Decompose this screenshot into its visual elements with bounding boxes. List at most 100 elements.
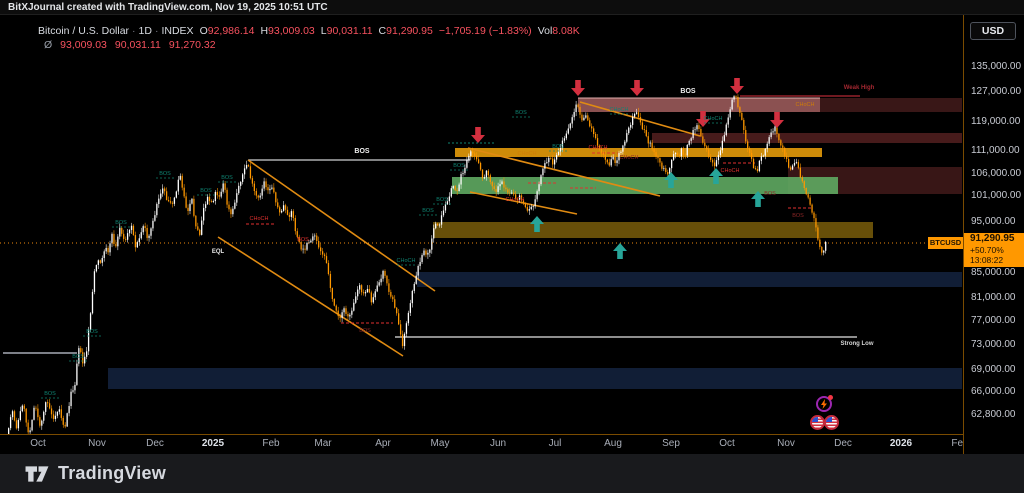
price-tick-label: 106,000.00 — [971, 168, 1022, 179]
legend-value: 90,031.11 — [326, 25, 373, 37]
time-tick-label: Jun — [489, 438, 507, 449]
time-tick-label: Apr — [375, 438, 391, 449]
annotation-bos: BOS — [86, 329, 98, 335]
indicator-value: 93,009.03 — [60, 39, 107, 51]
annotation-strong low: Strong Low — [841, 341, 874, 347]
signal-arrows[interactable] — [471, 78, 784, 259]
price-tick-label: 135,000.00 — [971, 61, 1022, 72]
legend-value: −1,705.19 (−1.83%) — [438, 25, 532, 37]
down-arrow[interactable] — [730, 78, 744, 94]
up-arrow[interactable] — [530, 216, 544, 232]
price-tick-label: 66,000.00 — [971, 386, 1016, 397]
annotation-bos: BOS — [515, 110, 527, 116]
current-price-label: 91,290.95 +50.70% 13:08:22 — [964, 233, 1024, 267]
annotation-bos: BOS — [44, 391, 56, 397]
annotation-bos: BOS — [764, 191, 776, 197]
price-tick-label: 77,000.00 — [971, 315, 1016, 326]
time-tick-label: Jul — [548, 438, 562, 449]
lightning-bolt-glyph — [821, 399, 827, 409]
up-arrow[interactable] — [613, 243, 627, 259]
annotation-choch: CHoCH — [796, 102, 815, 108]
mini-channel-upper[interactable] — [467, 147, 661, 197]
time-tick-label: Nov — [777, 438, 795, 449]
time-tick-label: Mar — [314, 438, 332, 449]
supply-zone-top-ext[interactable] — [820, 98, 962, 112]
time-tick-label: Feb — [262, 438, 280, 449]
market-label: INDEX — [161, 25, 194, 37]
drawn-lines[interactable] — [3, 95, 860, 357]
annotation-bos: BOS — [297, 237, 309, 243]
annotation-bos: BOS — [680, 88, 696, 95]
annotation-choch: CHoCH — [610, 107, 629, 113]
us-flag-event-icon[interactable] — [824, 415, 839, 430]
price-tick-label: 85,000.00 — [971, 267, 1016, 278]
legend-key: O — [199, 25, 208, 37]
down-arrow[interactable] — [571, 80, 585, 96]
time-tick-label: Oct — [719, 438, 735, 449]
indicator-value: 90,031.11 — [114, 39, 161, 51]
demand-zone-brown[interactable] — [433, 222, 873, 238]
tradingview-logo-icon[interactable] — [24, 464, 50, 484]
symbol-price-tag: BTCUSD — [928, 237, 963, 249]
supply-zone-mid[interactable] — [652, 133, 962, 143]
indicator-value: 91,270.32 — [168, 39, 216, 51]
annotation-bos: BOS — [221, 175, 233, 181]
annotation-choch: CHoCH — [518, 151, 537, 157]
channel-lower[interactable] — [217, 236, 404, 357]
lightning-event-icon[interactable] — [816, 395, 833, 412]
demand-zone-green[interactable] — [452, 177, 838, 194]
down-arrow[interactable] — [630, 80, 644, 96]
annotation-bos: BOS — [552, 144, 564, 150]
footer-brand-bar: TradingView — [0, 454, 1024, 493]
time-tick-label: 2026 — [889, 438, 913, 449]
time-tick-label: May — [430, 438, 450, 449]
down-arrow[interactable] — [696, 111, 710, 127]
candlesticks[interactable] — [8, 94, 827, 434]
tradingview-brand-text[interactable]: TradingView — [58, 463, 166, 483]
price-axis[interactable]: USD 91,290.95 +50.70% 13:08:22 135,000.0… — [963, 0, 1024, 454]
price-tick-label: 73,000.00 — [971, 339, 1016, 350]
price-tick-label: 127,000.00 — [971, 86, 1022, 97]
annotation-choch: CHoCH — [397, 258, 416, 264]
notification-dot — [828, 395, 833, 400]
demand-zone-navy-2[interactable] — [108, 368, 962, 389]
time-tick-label: Feb — [951, 438, 969, 449]
indicator-values: Ø 93,009.03 90,031.11 91,270.32 — [38, 39, 216, 51]
legend-value: 93,009.03 — [268, 25, 315, 37]
annotation-bos: BOS — [354, 148, 370, 155]
currency-usd-button[interactable]: USD — [970, 22, 1016, 40]
annotation-bos: BOS — [453, 163, 465, 169]
up-arrow[interactable] — [664, 172, 678, 188]
legend-value: 8.08K — [552, 25, 580, 37]
legend-row-indicator: Ø 93,009.03 90,031.11 91,270.32 — [38, 38, 580, 52]
annotation-choch: CHoCH — [704, 116, 723, 122]
zones[interactable] — [108, 97, 962, 389]
channel-upper[interactable] — [247, 159, 436, 292]
annotation-choch: CHoCH — [250, 216, 269, 222]
annotation-bos: BOS — [200, 188, 212, 194]
price-tick-label: 101,000.00 — [971, 190, 1022, 201]
up-arrow[interactable] — [751, 191, 765, 207]
symbol-name[interactable]: Bitcoin / U.S. Dollar — [38, 25, 130, 37]
ohlc-legend[interactable]: Bitcoin / U.S. Dollar · 1D · INDEX O92,986.14… — [38, 24, 580, 52]
annotation-weak high: Weak High — [844, 85, 875, 91]
up-arrow[interactable] — [709, 168, 723, 184]
time-axis[interactable]: Oct Nov Dec 2025 Feb Mar Apr May Jun Jul Aug Sep Oct… — [0, 434, 1024, 454]
indicator-key: Ø — [44, 39, 53, 51]
down-arrow[interactable] — [770, 112, 784, 128]
bar-countdown: 13:08:22 — [970, 255, 1004, 265]
us-flag-event-icon[interactable] — [810, 415, 825, 430]
time-tick-label: Dec — [146, 438, 164, 449]
time-tick-label: 2025 — [201, 438, 225, 449]
down-arrow[interactable] — [471, 127, 485, 143]
demand-zone-navy-1[interactable] — [417, 272, 962, 287]
price-tick-label: 119,000.00 — [971, 116, 1021, 127]
legend-key: C — [378, 25, 387, 37]
timeframe-label[interactable]: 1D — [138, 25, 152, 37]
annotation-bos: BOS — [72, 354, 84, 360]
current-price-value: 91,290.95 — [970, 233, 1015, 244]
gold-zone[interactable] — [455, 148, 822, 157]
